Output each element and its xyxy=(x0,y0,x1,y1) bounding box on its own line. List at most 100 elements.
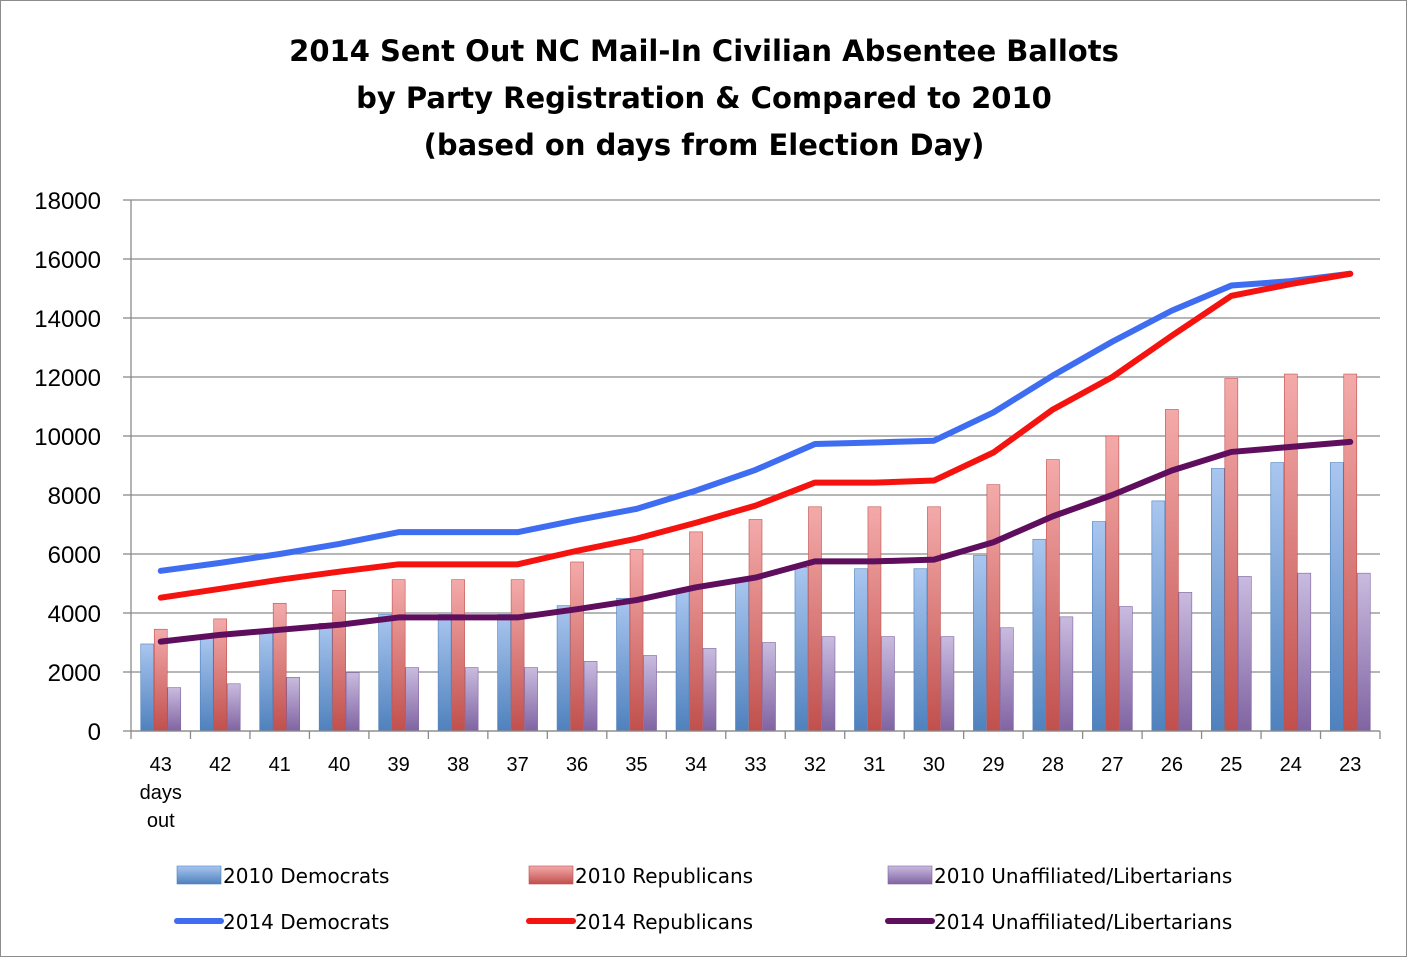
bar xyxy=(762,642,776,732)
x-tick-label: 31 xyxy=(863,754,885,776)
series-line xyxy=(157,270,1354,574)
bar xyxy=(927,506,941,732)
y-tick-label: 0 xyxy=(88,719,101,746)
bar xyxy=(1283,373,1298,732)
bar xyxy=(1356,572,1371,732)
bar xyxy=(1105,435,1120,732)
legend-bar-swatch xyxy=(528,865,574,885)
bar xyxy=(881,636,895,732)
bar xyxy=(986,484,1001,732)
bar xyxy=(808,506,822,732)
bar xyxy=(451,579,465,732)
legend-bar-swatch xyxy=(887,865,933,885)
x-tick-label: 23 xyxy=(1339,754,1361,776)
bar xyxy=(735,578,749,732)
bar xyxy=(140,643,155,732)
bar xyxy=(940,636,955,732)
chart-title-line: by Party Registration & Compared to 2010 xyxy=(356,81,1052,115)
bar xyxy=(629,549,644,732)
bar xyxy=(318,623,333,732)
bar xyxy=(821,636,836,732)
x-tick-label: 27 xyxy=(1101,754,1123,776)
bar xyxy=(556,605,571,732)
x-tick-label: 25 xyxy=(1220,754,1242,776)
x-tick-label: 34 xyxy=(685,754,707,776)
bar xyxy=(1343,373,1358,732)
series-line xyxy=(157,438,1354,645)
bar xyxy=(497,614,511,732)
chart-title-line: 2014 Sent Out NC Mail-In Civilian Absent… xyxy=(289,34,1119,68)
bar xyxy=(748,519,763,732)
bar xyxy=(794,566,809,732)
x-tick-label: 35 xyxy=(625,754,647,776)
bar xyxy=(1238,576,1252,732)
y-tick-label: 18000 xyxy=(34,188,101,215)
legend-label: 2014 Democrats xyxy=(223,910,389,934)
legend-label: 2014 Republicans xyxy=(575,910,753,934)
bar xyxy=(1165,409,1179,732)
bar xyxy=(437,614,452,732)
bar xyxy=(391,579,406,732)
bar xyxy=(524,667,538,732)
bar xyxy=(332,589,346,732)
bar xyxy=(867,506,882,732)
x-axis: 43 days out 42 41 40 39 38 37 36 35 34 33 32 31 30 29 28 2… xyxy=(130,730,1381,832)
bar xyxy=(643,655,657,732)
y-tick-label: 12000 xyxy=(34,365,101,392)
x-tick-label: 36 xyxy=(566,754,588,776)
bar xyxy=(1092,521,1106,732)
x-tick-label: 29 xyxy=(982,754,1004,776)
bar xyxy=(345,672,360,732)
bar xyxy=(1119,606,1133,732)
x-tick-label: 24 xyxy=(1280,754,1302,776)
x-tick-label: 26 xyxy=(1161,754,1183,776)
bar xyxy=(583,661,598,732)
bar xyxy=(702,648,717,732)
bar xyxy=(1224,378,1239,732)
y-tick-label: 10000 xyxy=(34,424,101,451)
bar xyxy=(510,579,525,732)
bar xyxy=(378,614,392,732)
bar xyxy=(1297,572,1312,732)
y-tick-label: 2000 xyxy=(48,660,101,687)
y-axis: 0 2000 4000 6000 8000 10000 12000 14000 16000 180… xyxy=(34,188,132,746)
legend-label: 2010 Unaffiliated/Libertarians xyxy=(934,864,1232,888)
bar xyxy=(226,683,241,732)
bar xyxy=(1211,468,1225,732)
y-tick-label: 6000 xyxy=(48,542,101,569)
bar xyxy=(272,602,287,732)
bar xyxy=(616,597,630,732)
bar xyxy=(1059,616,1074,732)
x-tick-label: 32 xyxy=(804,754,826,776)
bar xyxy=(405,667,419,732)
bar xyxy=(167,687,182,732)
bar xyxy=(1178,592,1193,732)
x-tick-label: 39 xyxy=(388,754,410,776)
x-tick-label: 33 xyxy=(744,754,766,776)
series-line xyxy=(157,270,1354,601)
y-tick-label: 4000 xyxy=(48,601,101,628)
bar xyxy=(913,568,928,732)
legend: 2010 Democrats 2010 Republicans 2010 Unaff… xyxy=(174,864,1232,934)
y-tick-label: 8000 xyxy=(48,483,101,510)
bar xyxy=(259,630,273,732)
x-tick-label: 41 xyxy=(269,754,291,776)
bar xyxy=(854,568,868,732)
bar xyxy=(675,589,690,732)
bar xyxy=(689,531,703,732)
legend-label: 2014 Unaffiliated/Libertarians xyxy=(934,910,1232,934)
x-tick-label: 40 xyxy=(328,754,350,776)
chart-title: 2014 Sent Out NC Mail-In Civilian Absent… xyxy=(289,34,1119,162)
x-tick-label: 37 xyxy=(506,754,528,776)
x-tick-label: 38 xyxy=(447,754,469,776)
y-tick-label: 16000 xyxy=(34,247,101,274)
bar xyxy=(1329,462,1344,732)
bar xyxy=(1000,627,1014,732)
bar xyxy=(1151,500,1166,732)
bar xyxy=(1032,538,1047,732)
legend-bar-swatch xyxy=(176,865,222,885)
bar xyxy=(286,677,300,732)
bar xyxy=(1046,459,1060,732)
